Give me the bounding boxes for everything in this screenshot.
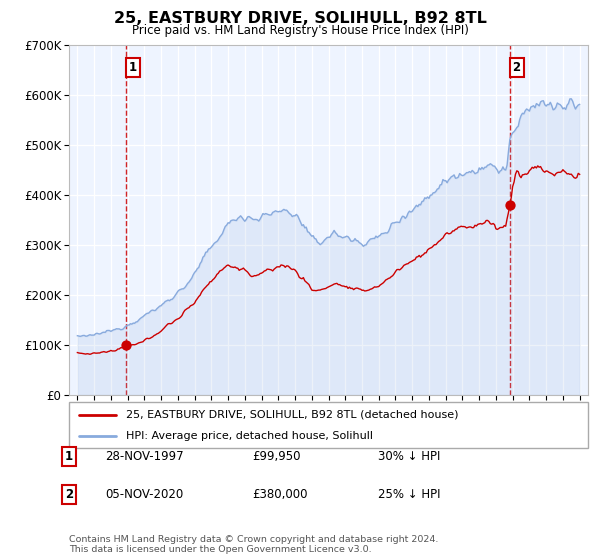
FancyBboxPatch shape [69,402,588,448]
Text: £99,950: £99,950 [252,450,301,463]
Text: HPI: Average price, detached house, Solihull: HPI: Average price, detached house, Soli… [126,431,373,441]
Text: Contains HM Land Registry data © Crown copyright and database right 2024.
This d: Contains HM Land Registry data © Crown c… [69,535,439,554]
Text: 2: 2 [512,61,521,74]
Point [505,200,515,209]
Text: 1: 1 [65,450,73,463]
Text: 30% ↓ HPI: 30% ↓ HPI [378,450,440,463]
Text: 05-NOV-2020: 05-NOV-2020 [105,488,183,501]
Text: Price paid vs. HM Land Registry's House Price Index (HPI): Price paid vs. HM Land Registry's House … [131,24,469,36]
Text: 2: 2 [65,488,73,501]
Text: £380,000: £380,000 [252,488,308,501]
Text: 28-NOV-1997: 28-NOV-1997 [105,450,184,463]
Text: 1: 1 [128,61,137,74]
Text: 25, EASTBURY DRIVE, SOLIHULL, B92 8TL (detached house): 25, EASTBURY DRIVE, SOLIHULL, B92 8TL (d… [126,410,458,420]
Point [121,340,131,349]
Text: 25, EASTBURY DRIVE, SOLIHULL, B92 8TL: 25, EASTBURY DRIVE, SOLIHULL, B92 8TL [113,11,487,26]
Text: 25% ↓ HPI: 25% ↓ HPI [378,488,440,501]
